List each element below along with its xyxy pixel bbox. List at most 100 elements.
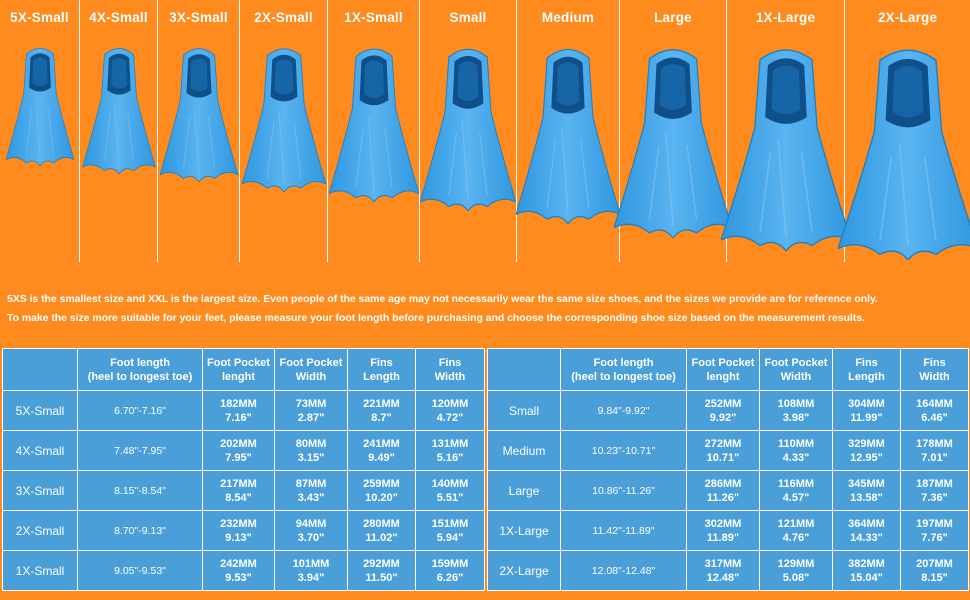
swim-fin-icon [5,48,74,166]
fins-width-cell: 151MM 5.94" [415,510,485,551]
header-fins-width: Fins Width [900,348,969,391]
pocket-length-cell: 202MM 7.95" [202,430,275,471]
pocket-width-cell: 80MM 3.15" [274,430,348,471]
size-cell: 2X-Large [487,550,561,591]
table-row: Large 10.86"-11.26" 286MM 11.26" 116MM 4.57" 3… [487,470,969,511]
size-column: Small [420,0,517,262]
pocket-length-cell: 217MM 8.54" [202,470,275,511]
fins-length-cell: 221MM 8.7" [347,390,416,431]
header-fins-length: Fins Length [832,348,901,391]
table-header-row: Foot length (heel to longest toe) Foot Po… [2,348,485,391]
fins-length-cell: 382MM 15.04" [832,550,901,591]
pocket-width-cell: 121MM 4.76" [759,510,833,551]
foot-length-cell: 12.08"-12.48" [560,550,687,591]
size-column: Large [614,0,732,262]
pocket-width-cell: 116MM 4.57" [759,470,833,511]
header-fins-width: Fins Width [415,348,485,391]
fins-width-cell: 120MM 4.72" [415,390,485,431]
header-pocket-width: Foot Pocket Width [759,348,833,391]
size-column-label: 1X-Small [344,10,403,25]
size-note-line-2: To make the size more suitable for your … [7,312,865,324]
pocket-width-cell: 94MM 3.70" [274,510,348,551]
pocket-width-cell: 73MM 2.87" [274,390,348,431]
swim-fin-icon [614,49,732,238]
table-row: 2X-Large 12.08"-12.48" 317MM 12.48" 129MM 5.0… [487,550,969,591]
size-column-label: 3X-Small [169,10,228,25]
size-column-label: Small [449,10,487,25]
size-column-label: 2X-Large [877,10,938,25]
pocket-length-cell: 252MM 9.92" [686,390,760,431]
fins-length-cell: 292MM 11.50" [347,550,416,591]
corner-cell [487,348,561,391]
swim-fin-icon [516,48,620,224]
pocket-width-cell: 129MM 5.08" [759,550,833,591]
size-note: 5XS is the smallest size and XXL is the … [7,290,969,328]
size-cell: 4X-Small [2,430,78,471]
header-foot-length: Foot length (heel to longest toe) [560,348,687,391]
size-cell: 3X-Small [2,470,78,511]
pocket-length-cell: 286MM 11.26" [686,470,760,511]
size-column-label: 1X-Large [755,10,816,25]
swim-fin-icon [420,48,516,211]
size-column: 4X-Small [80,0,158,262]
foot-length-cell: 8.15"-8.54" [77,470,203,511]
foot-length-cell: 11.42"-11.89" [560,510,687,551]
fins-length-cell: 345MM 13.58" [832,470,901,511]
pocket-length-cell: 317MM 12.48" [686,550,760,591]
size-cell: 1X-Small [2,550,78,591]
size-column-label: 4X-Small [89,10,148,25]
fins-length-cell: 304MM 11.99" [832,390,901,431]
swim-fin-icon [328,48,419,202]
pocket-width-cell: 101MM 3.94" [274,550,348,591]
swim-fin-icon [82,48,155,174]
fins-width-cell: 159MM 6.26" [415,550,485,591]
table-row: 3X-Small 8.15"-8.54" 217MM 8.54" 87MM 3.43" 25… [2,470,485,511]
table-row: 5X-Small 6.70"-7.16" 182MM 7.16" 73MM 2.87" 22… [2,390,485,431]
size-cell: 1X-Large [487,510,561,551]
header-foot-length: Foot length (heel to longest toe) [77,348,203,391]
foot-length-cell: 8.70"-9.13" [77,510,203,551]
fins-length-cell: 329MM 12.95" [832,430,901,471]
table-row: 2X-Small 8.70"-9.13" 232MM 9.13" 94MM 3.70" 28… [2,510,485,551]
foot-length-cell: 7.48"-7.95" [77,430,203,471]
pocket-width-cell: 110MM 4.33" [759,430,833,471]
swim-fin-icon [159,48,238,182]
size-column: 2X-Small [240,0,328,262]
pocket-length-cell: 182MM 7.16" [202,390,275,431]
size-cell: Small [487,390,561,431]
fins-width-cell: 178MM 7.01" [900,430,969,471]
pocket-width-cell: 108MM 3.98" [759,390,833,431]
size-column-label: Medium [541,10,595,25]
fins-length-cell: 364MM 14.33" [832,510,901,551]
swim-fin-icon [837,49,970,260]
pocket-length-cell: 272MM 10.71" [686,430,760,471]
size-gallery: 5X-Small 4X-Small 3X-Small 2X-Small 1X-Small… [0,0,970,262]
header-fins-length: Fins Length [347,348,416,391]
table-header-row: Foot length (heel to longest toe) Foot Po… [487,348,969,391]
header-pocket-length: Foot Pocket lenght [686,348,760,391]
fins-length-cell: 280MM 11.02" [347,510,416,551]
size-column-label: 5X-Small [10,10,69,25]
fins-length-cell: 259MM 10.20" [347,470,416,511]
table-row: 1X-Large 11.42"-11.89" 302MM 11.89" 121MM 4.7… [487,510,969,551]
size-column-label: 2X-Small [254,10,313,25]
foot-length-cell: 9.84"-9.92" [560,390,687,431]
pocket-length-cell: 302MM 11.89" [686,510,760,551]
size-column: 1X-Large [720,0,851,262]
size-column: 2X-Large [837,0,970,262]
fins-width-cell: 207MM 8.15" [900,550,969,591]
foot-length-cell: 6.70"-7.16" [77,390,203,431]
swim-fin-icon [241,48,326,192]
header-pocket-length: Foot Pocket lenght [202,348,275,391]
table-row: Small 9.84"-9.92" 252MM 9.92" 108MM 3.98" 304M… [487,390,969,431]
pocket-width-cell: 87MM 3.43" [274,470,348,511]
size-cell: Medium [487,430,561,471]
table-row: 4X-Small 7.48"-7.95" 202MM 7.95" 80MM 3.15" 24… [2,430,485,471]
fins-width-cell: 197MM 7.76" [900,510,969,551]
table-row: 1X-Small 9.05"-9.53" 242MM 9.53" 101MM 3.94" 2… [2,550,485,591]
foot-length-cell: 9.05"-9.53" [77,550,203,591]
corner-cell [2,348,78,391]
size-column-label: Large [654,10,692,25]
pocket-length-cell: 242MM 9.53" [202,550,275,591]
fins-width-cell: 187MM 7.36" [900,470,969,511]
